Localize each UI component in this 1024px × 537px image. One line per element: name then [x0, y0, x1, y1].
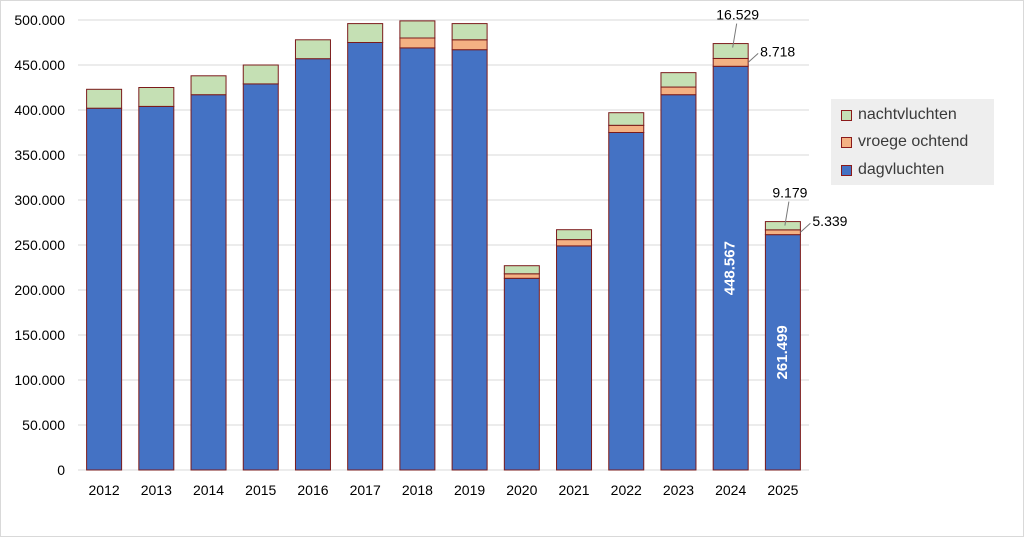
in-bar-data-label: 448.567	[722, 241, 739, 295]
bar-dagvluchten-2013	[138, 105, 175, 471]
y-axis-tick-labels: 0 50.000 100.000 150.000 200.000 250.000 300.0…	[14, 12, 65, 478]
y-tick-label: 200.000	[14, 282, 65, 298]
leader-line	[732, 23, 738, 48]
x-tick-label: 2014	[193, 482, 224, 498]
bar-nachtvluchten-2021	[556, 229, 593, 241]
bar-nachtvluchten-2023	[660, 72, 697, 88]
data-labels: 16.529 8.718 448.567 9.179 5.339 261.499	[716, 7, 847, 380]
bar-dagvluchten-2017	[347, 42, 384, 471]
bar-vroege-ochtend-2024	[712, 57, 749, 67]
y-tick-label: 0	[57, 462, 65, 478]
legend-swatch-nachtvluchten	[841, 109, 852, 121]
in-bar-data-label: 261.499	[774, 325, 791, 379]
x-axis-tick-labels: 2012 2013 2014 2015 2016 2017 2018 2019 2020 2021…	[89, 482, 799, 498]
bar-nachtvluchten-2020	[503, 265, 540, 275]
bar-nachtvluchten-2014	[190, 75, 227, 96]
data-label-nachtvluchten: 16.529	[716, 7, 759, 23]
y-tick-label: 350.000	[14, 147, 65, 163]
leader-line	[784, 201, 790, 226]
bars	[86, 20, 801, 471]
x-tick-label: 2023	[663, 482, 694, 498]
bar-dagvluchten-2018	[399, 47, 436, 471]
x-tick-label: 2018	[402, 482, 433, 498]
bar-vroege-ochtend-2019	[451, 39, 488, 51]
bar-dagvluchten-2019	[451, 49, 488, 471]
bar-dagvluchten-2014	[190, 94, 227, 471]
gridlines	[78, 19, 809, 471]
bar-dagvluchten-2021	[556, 245, 593, 471]
bar-vroege-ochtend-2020	[503, 273, 540, 279]
x-tick-label: 2024	[715, 482, 746, 498]
x-tick-label: 2013	[141, 482, 172, 498]
bar-nachtvluchten-2017	[347, 23, 384, 43]
y-tick-label: 150.000	[14, 327, 65, 343]
x-tick-label: 2015	[245, 482, 276, 498]
bar-nachtvluchten-2013	[138, 87, 175, 107]
bar-dagvluchten-2022	[608, 132, 645, 471]
bar-dagvluchten-2016	[294, 58, 331, 471]
x-tick-label: 2017	[350, 482, 381, 498]
bar-nachtvluchten-2024	[712, 43, 749, 59]
x-tick-label: 2016	[297, 482, 328, 498]
legend-label: vroege ochtend	[858, 133, 969, 150]
legend-item-dagvluchten: dagvluchten	[841, 160, 944, 180]
x-tick-label: 2025	[767, 482, 798, 498]
y-tick-label: 50.000	[22, 417, 65, 433]
y-tick-label: 500.000	[14, 12, 65, 28]
x-tick-label: 2020	[506, 482, 537, 498]
data-label-vroege-ochtend: 8.718	[760, 43, 795, 59]
y-tick-label: 400.000	[14, 102, 65, 118]
y-tick-label: 100.000	[14, 372, 65, 388]
x-tick-label: 2019	[454, 482, 485, 498]
legend-label: nachtvluchten	[858, 106, 957, 123]
bar-dagvluchten-2024	[712, 65, 749, 471]
bar-vroege-ochtend-2023	[660, 86, 697, 96]
bar-nachtvluchten-2019	[451, 23, 488, 41]
bar-vroege-ochtend-2025	[764, 229, 801, 236]
bar-dagvluchten-2023	[660, 94, 697, 471]
legend-item-nachtvluchten: nachtvluchten	[841, 105, 957, 125]
y-tick-label: 250.000	[14, 237, 65, 253]
data-label-nachtvluchten: 9.179	[772, 185, 807, 201]
data-label-vroege-ochtend: 5.339	[812, 213, 847, 229]
bar-nachtvluchten-2016	[294, 39, 331, 60]
bar-nachtvluchten-2012	[86, 88, 123, 109]
y-tick-label: 450.000	[14, 57, 65, 73]
y-tick-label: 300.000	[14, 192, 65, 208]
legend-swatch-vroege-ochtend	[841, 136, 852, 148]
bar-vroege-ochtend-2022	[608, 124, 645, 134]
leader-line	[800, 222, 811, 233]
x-tick-label: 2022	[611, 482, 642, 498]
legend-swatch-dagvluchten	[841, 164, 852, 176]
leader-line	[747, 52, 759, 63]
bar-nachtvluchten-2018	[399, 20, 436, 39]
x-tick-label: 2012	[89, 482, 120, 498]
legend-label: dagvluchten	[858, 161, 945, 178]
bar-dagvluchten-2015	[242, 83, 279, 471]
bar-nachtvluchten-2015	[242, 64, 279, 85]
bar-dagvluchten-2020	[503, 277, 540, 471]
bar-dagvluchten-2012	[86, 107, 123, 471]
bar-vroege-ochtend-2018	[399, 37, 436, 49]
x-tick-label: 2021	[558, 482, 589, 498]
legend-item-vroege-ochtend: vroege ochtend	[841, 132, 968, 152]
legend: nachtvluchten vroege ochtend dagvluchten	[831, 99, 994, 185]
bar-vroege-ochtend-2021	[556, 239, 593, 247]
bar-nachtvluchten-2025	[764, 221, 801, 231]
bar-nachtvluchten-2022	[608, 112, 645, 126]
